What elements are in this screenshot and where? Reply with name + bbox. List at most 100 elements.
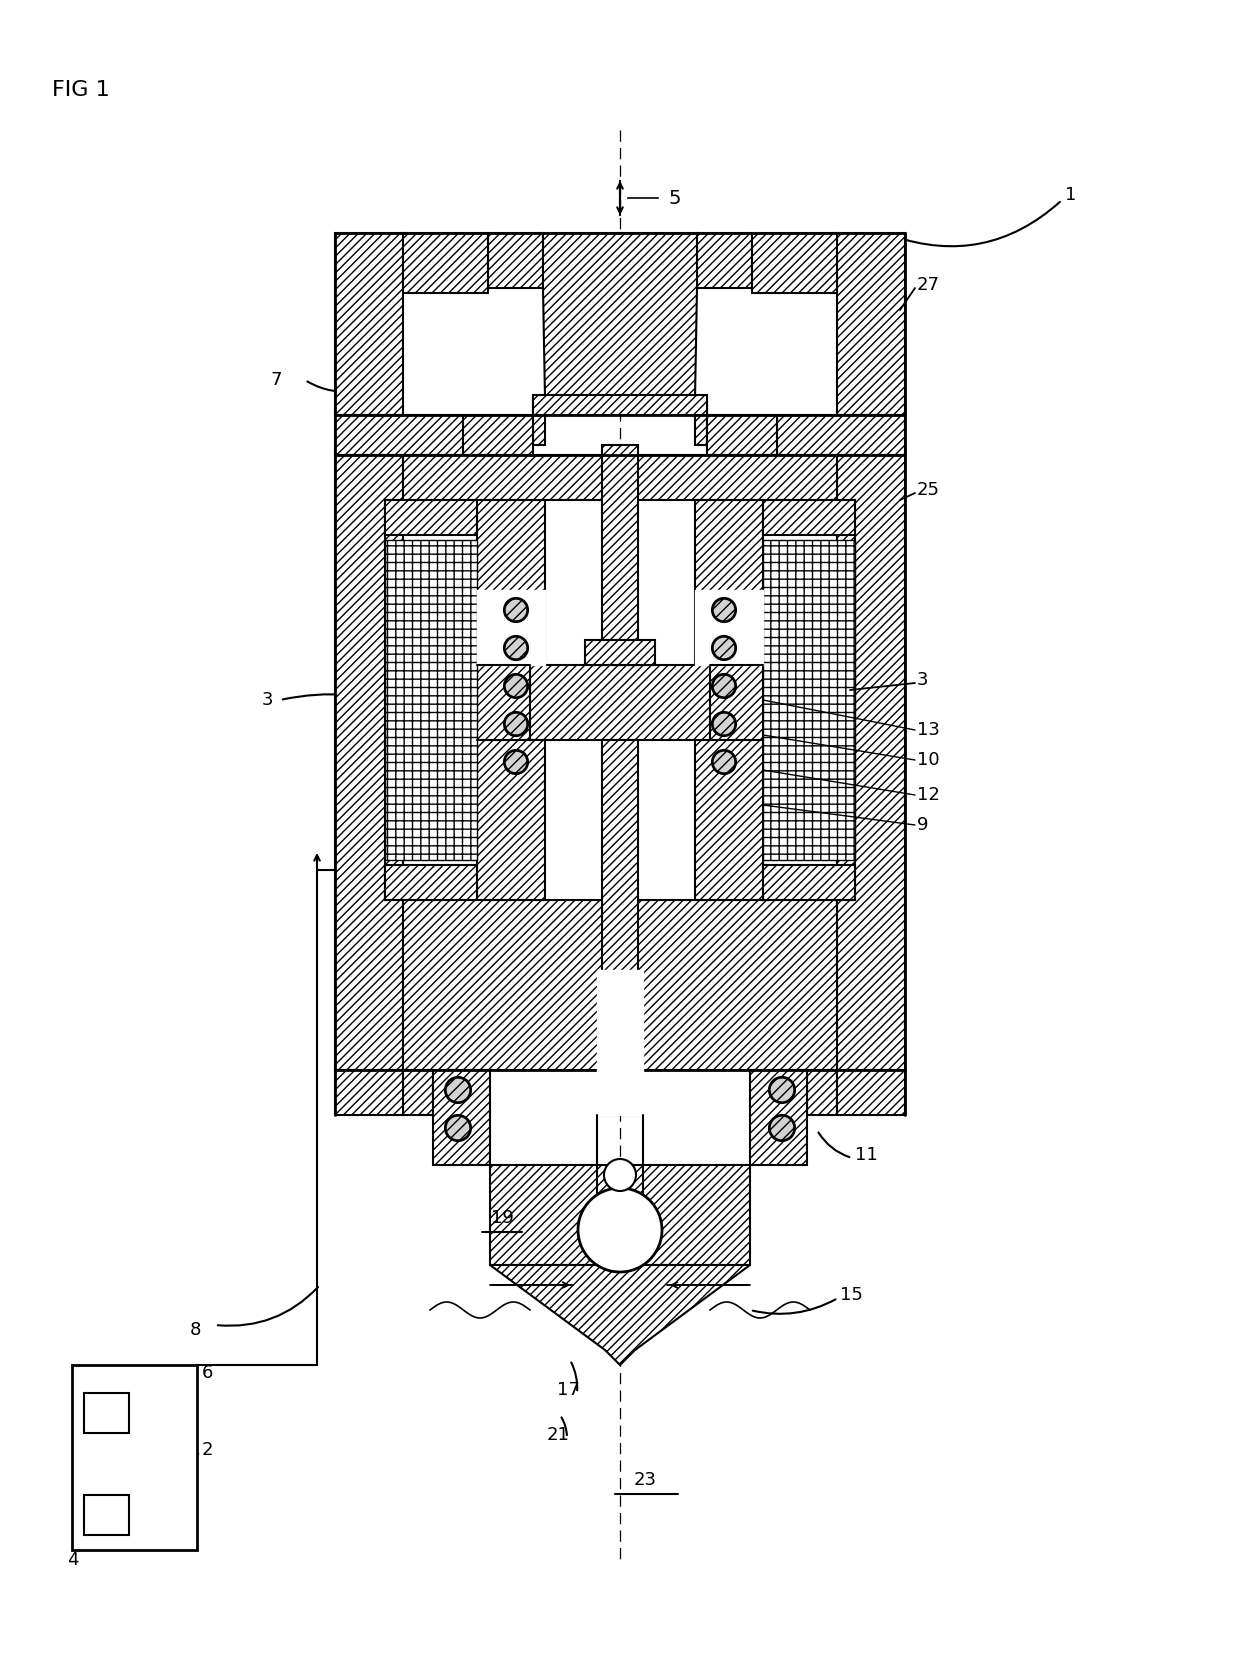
- Polygon shape: [837, 233, 905, 414]
- Text: 9: 9: [918, 817, 929, 833]
- FancyArrowPatch shape: [308, 381, 357, 392]
- Circle shape: [503, 636, 528, 661]
- Bar: [84, 1494, 129, 1534]
- Polygon shape: [384, 865, 477, 901]
- Circle shape: [712, 599, 737, 622]
- Polygon shape: [837, 1070, 905, 1115]
- Bar: [596, 969, 644, 1115]
- Text: 8: 8: [190, 1321, 201, 1338]
- FancyArrowPatch shape: [753, 1300, 836, 1313]
- Circle shape: [604, 1159, 636, 1191]
- Circle shape: [505, 637, 527, 659]
- Circle shape: [712, 750, 737, 775]
- Polygon shape: [477, 500, 546, 901]
- Polygon shape: [335, 233, 403, 414]
- Circle shape: [505, 713, 527, 735]
- Circle shape: [503, 750, 528, 775]
- Polygon shape: [489, 233, 543, 288]
- Text: 3: 3: [918, 671, 929, 689]
- Polygon shape: [694, 500, 763, 901]
- FancyArrowPatch shape: [562, 1417, 567, 1436]
- Circle shape: [770, 1078, 794, 1102]
- Circle shape: [769, 1115, 795, 1140]
- Bar: [477, 590, 546, 666]
- Circle shape: [713, 599, 735, 620]
- Text: 7: 7: [270, 371, 281, 389]
- Circle shape: [713, 713, 735, 735]
- Polygon shape: [529, 666, 711, 740]
- Polygon shape: [384, 500, 403, 901]
- Text: 13: 13: [918, 721, 940, 740]
- FancyArrowPatch shape: [818, 1132, 849, 1157]
- Circle shape: [505, 599, 527, 620]
- Polygon shape: [777, 414, 905, 454]
- Polygon shape: [384, 500, 477, 535]
- Polygon shape: [335, 454, 403, 1070]
- Bar: [72, 1365, 197, 1550]
- Polygon shape: [585, 641, 655, 666]
- Text: 17: 17: [557, 1380, 580, 1399]
- Circle shape: [446, 1115, 470, 1140]
- Text: 6: 6: [202, 1363, 213, 1382]
- Circle shape: [503, 674, 528, 698]
- Polygon shape: [763, 865, 856, 901]
- Polygon shape: [601, 740, 639, 1115]
- Polygon shape: [335, 414, 463, 454]
- Polygon shape: [433, 1070, 490, 1166]
- Polygon shape: [601, 444, 639, 666]
- Circle shape: [505, 676, 527, 698]
- Text: 4: 4: [67, 1551, 78, 1570]
- Circle shape: [503, 713, 528, 736]
- Text: 10: 10: [918, 751, 940, 770]
- Polygon shape: [694, 397, 707, 444]
- Polygon shape: [490, 1166, 750, 1264]
- Circle shape: [445, 1115, 471, 1140]
- Circle shape: [713, 751, 735, 773]
- Polygon shape: [837, 500, 856, 901]
- Polygon shape: [751, 233, 837, 293]
- Text: FIG 1: FIG 1: [52, 80, 110, 101]
- FancyArrowPatch shape: [572, 1362, 577, 1390]
- Polygon shape: [837, 454, 905, 1070]
- Text: 2: 2: [202, 1441, 213, 1459]
- Polygon shape: [335, 1070, 403, 1115]
- Circle shape: [503, 599, 528, 622]
- Polygon shape: [697, 233, 751, 288]
- Polygon shape: [403, 1070, 433, 1115]
- Text: 25: 25: [918, 481, 940, 500]
- Text: 23: 23: [634, 1471, 656, 1489]
- Circle shape: [713, 637, 735, 659]
- Circle shape: [712, 713, 737, 736]
- Text: 11: 11: [856, 1145, 878, 1164]
- Polygon shape: [763, 500, 856, 535]
- Polygon shape: [533, 397, 546, 444]
- Circle shape: [445, 1077, 471, 1103]
- Polygon shape: [533, 396, 707, 414]
- Circle shape: [769, 1077, 795, 1103]
- Text: 19: 19: [491, 1209, 513, 1228]
- Bar: [84, 1394, 129, 1434]
- Circle shape: [505, 751, 527, 773]
- Text: 15: 15: [839, 1286, 863, 1305]
- Polygon shape: [707, 414, 777, 454]
- Text: 12: 12: [918, 787, 940, 803]
- Bar: [694, 590, 763, 666]
- Text: 21: 21: [547, 1425, 570, 1444]
- Polygon shape: [463, 414, 533, 454]
- Polygon shape: [490, 1264, 750, 1365]
- Polygon shape: [750, 1070, 807, 1166]
- Bar: [763, 540, 856, 860]
- FancyArrowPatch shape: [893, 201, 1060, 247]
- Circle shape: [770, 1115, 794, 1140]
- Text: 1: 1: [1065, 186, 1076, 205]
- Polygon shape: [403, 901, 837, 1070]
- Circle shape: [578, 1187, 662, 1271]
- Circle shape: [713, 676, 735, 698]
- Circle shape: [446, 1078, 470, 1102]
- Text: 3: 3: [262, 691, 274, 709]
- Text: 5: 5: [668, 188, 681, 208]
- Text: 27: 27: [918, 277, 940, 293]
- Polygon shape: [403, 454, 837, 500]
- Bar: [384, 540, 477, 860]
- FancyArrowPatch shape: [283, 694, 413, 709]
